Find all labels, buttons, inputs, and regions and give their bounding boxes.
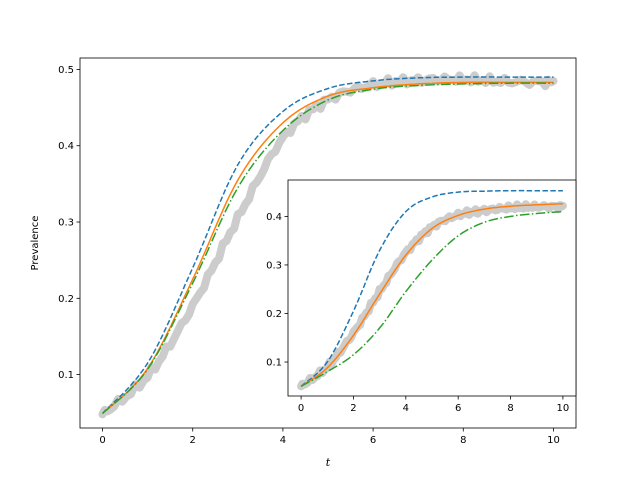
inset-x-axis-ticks: 0 2 4 6 8 10 bbox=[298, 396, 569, 414]
x-tick-label: 2 bbox=[190, 435, 196, 446]
series-observed-band bbox=[297, 200, 567, 391]
series-solid-line bbox=[300, 203, 563, 387]
main-series-group bbox=[98, 71, 558, 419]
series-dashed-line bbox=[101, 76, 554, 415]
x-tick-label: 0 bbox=[298, 403, 304, 414]
y-tick-label: 0.5 bbox=[58, 65, 74, 76]
y-tick-label: 0.3 bbox=[266, 260, 282, 271]
series-dashdot-line bbox=[101, 82, 554, 415]
x-tick-label: 10 bbox=[547, 435, 560, 446]
x-tick-label: 8 bbox=[507, 403, 513, 414]
y-tick-label: 0.2 bbox=[58, 294, 74, 305]
x-tick-label: 6 bbox=[370, 435, 376, 446]
inset-plot: 0 2 4 6 8 10 0.1 0.2 0.3 0.4 bbox=[266, 179, 577, 414]
series-dashdot-line bbox=[300, 210, 563, 387]
x-tick-label: 0 bbox=[99, 435, 105, 446]
series-dashed-line bbox=[300, 189, 563, 387]
y-tick-label: 0.3 bbox=[58, 218, 74, 229]
x-tick-label: 8 bbox=[460, 435, 466, 446]
x-tick-label: 2 bbox=[350, 403, 356, 414]
main-y-axis-ticks: 0.1 0.2 0.3 0.4 0.5 bbox=[58, 65, 80, 381]
inset-y-axis-ticks: 0.1 0.2 0.3 0.4 bbox=[266, 212, 288, 369]
inset-plot-frame bbox=[287, 179, 577, 397]
x-tick-label: 4 bbox=[403, 403, 409, 414]
y-tick-label: 0.2 bbox=[266, 309, 282, 320]
y-tick-label: 0.1 bbox=[266, 358, 282, 369]
main-x-axis-label: t bbox=[326, 456, 331, 469]
x-tick-label: 6 bbox=[455, 403, 461, 414]
main-y-axis-label: Prevalence bbox=[30, 216, 41, 271]
y-tick-label: 0.1 bbox=[58, 370, 74, 381]
x-tick-label: 4 bbox=[280, 435, 286, 446]
inset-series-group bbox=[297, 189, 567, 391]
y-tick-label: 0.4 bbox=[266, 212, 282, 223]
main-x-axis-ticks: 0 2 4 6 8 10 bbox=[99, 428, 560, 446]
series-solid-line bbox=[101, 81, 554, 415]
y-tick-label: 0.4 bbox=[58, 141, 74, 152]
x-tick-label: 10 bbox=[557, 403, 570, 414]
